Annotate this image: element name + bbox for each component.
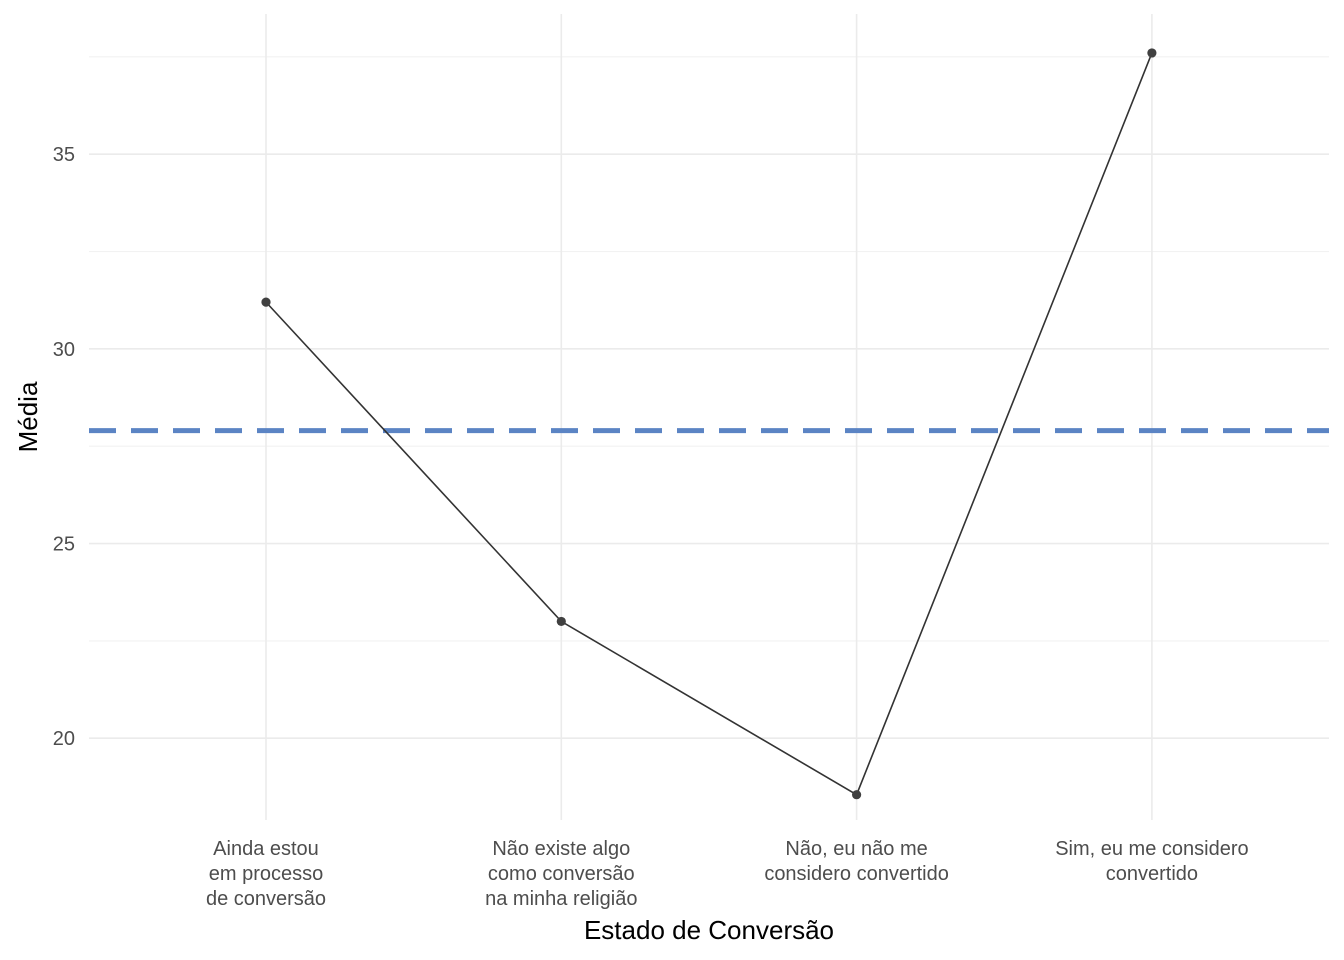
x-tick-label: Não, eu não me considero convertido bbox=[764, 838, 949, 885]
y-tick-label: 25 bbox=[53, 534, 75, 556]
x-axis-title: Estado de Conversão bbox=[584, 915, 834, 945]
y-tick-label: 30 bbox=[53, 339, 75, 361]
x-tick-label-line: convertido bbox=[1106, 863, 1198, 885]
grid-lines bbox=[89, 14, 1329, 820]
series-line bbox=[265, 52, 1153, 796]
x-tick-label-line: Ainda estou bbox=[213, 838, 319, 860]
x-tick-label: Sim, eu me considero convertido bbox=[1055, 838, 1248, 885]
y-tick-label: 20 bbox=[53, 728, 75, 750]
x-tick-label-line: Sim, eu me considero bbox=[1055, 838, 1248, 860]
y-tick-label: 35 bbox=[53, 144, 75, 166]
data-point bbox=[1147, 48, 1157, 58]
series-layer bbox=[261, 48, 1157, 800]
x-tick-label-line: em processo bbox=[209, 863, 324, 885]
data-point bbox=[852, 790, 862, 800]
x-tick-label-line: na minha religião bbox=[485, 888, 637, 910]
x-tick-label-line: como conversão bbox=[488, 863, 635, 885]
y-axis-ticks: 20 25 30 35 bbox=[53, 144, 75, 750]
x-axis-ticks: Ainda estou em processo de conversão Não ex… bbox=[206, 838, 1249, 910]
x-tick-label-line: Não existe algo bbox=[492, 838, 630, 860]
data-point bbox=[556, 616, 566, 627]
x-tick-label-line: considero convertido bbox=[764, 863, 949, 885]
x-tick-label: Não existe algo como conversão na minha re… bbox=[485, 838, 637, 910]
data-point bbox=[261, 297, 271, 307]
y-axis-title: Média bbox=[13, 381, 43, 452]
x-tick-label-line: Não, eu não me bbox=[785, 838, 927, 860]
x-tick-label: Ainda estou em processo de conversão bbox=[206, 838, 326, 910]
x-tick-label-line: de conversão bbox=[206, 888, 326, 910]
